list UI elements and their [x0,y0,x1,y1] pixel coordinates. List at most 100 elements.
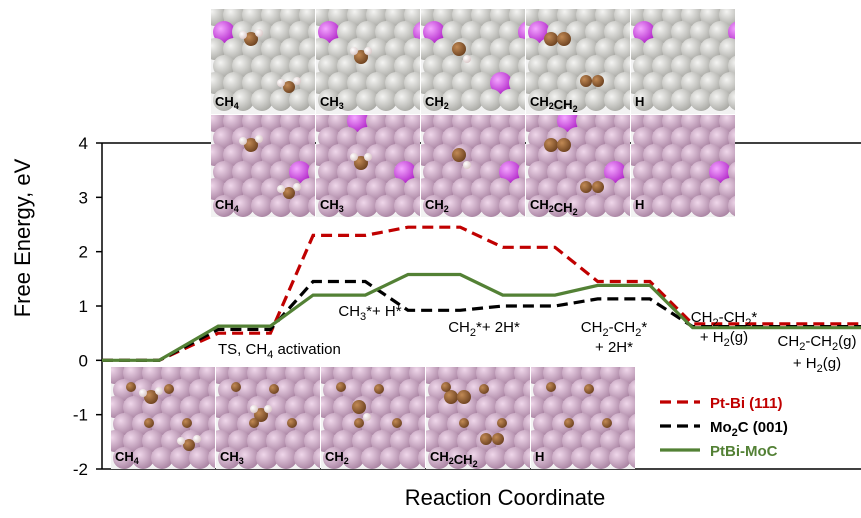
surface-atom [700,178,722,200]
adsorbate-atom [177,437,185,445]
surface-atom [652,195,674,217]
panel-label: CH4 [115,449,139,466]
surface-atom [623,195,630,217]
panel-bottom-0: CH4 [111,367,215,469]
surface-atom [413,89,420,111]
surface-atom [371,396,393,418]
surface-atom [211,178,226,200]
surface-atom [681,72,703,94]
surface-atom [313,447,320,469]
surface-atom [595,144,617,166]
adsorbate-atom [544,138,558,152]
surface-atom [328,178,350,200]
surface-atom [385,144,407,166]
surface-atom [681,178,703,200]
surface-atom [728,127,735,149]
surface-atom [652,21,674,43]
surface-atom [499,21,521,43]
surface-atom [461,127,483,149]
surface-atom [270,89,292,111]
adsorbate-atom [255,135,263,143]
y-axis-label: Free Energy, eV [10,158,35,317]
surface-atom [213,55,235,77]
surface-atom [480,127,502,149]
surface-atom [531,430,546,452]
panel-top-4: H [631,9,735,114]
surface-atom [528,195,550,217]
surface-atom [316,144,331,166]
surface-atom [356,89,378,111]
adsorbate-atom [564,418,574,428]
adsorbate-atom [193,435,201,443]
surface-atom [499,195,521,217]
surface-atom [631,144,646,166]
surface-atom [480,55,502,77]
surface-atom [614,144,630,166]
adsorbate-atom [364,47,372,55]
surface-atom [413,127,420,149]
surface-atom [547,161,569,183]
annotation-ch2ch2-c1: CH2-CH2(g) [778,333,857,353]
surface-atom [223,178,245,200]
surface-atom [421,72,436,94]
panel-bottom-1: CH3 [216,367,320,469]
surface-atom [213,89,235,111]
surface-atom [366,178,388,200]
surface-atom [299,144,315,166]
surface-atom [690,161,712,183]
adsorbate-atom [557,32,571,46]
surface-atom [543,430,565,452]
surface-atom [671,127,693,149]
surface-atom [304,430,320,452]
surface-atom [557,178,579,200]
x-axis-label: Reaction Coordinate [405,485,606,510]
surface-atom [216,396,231,418]
surface-atom [318,21,340,43]
y-tick-label: 0 [79,351,88,370]
surface-atom [285,396,307,418]
surface-atom [347,72,369,94]
surface-atom [595,38,617,60]
adsorbate-atom [287,418,297,428]
surface-atom [170,379,192,401]
surface-atom [652,55,674,77]
adsorbate-atom [126,382,136,392]
surface-atom [528,55,550,77]
adsorbate-atom [374,384,384,394]
surface-atom [404,38,420,60]
surface-atom [581,430,603,452]
surface-atom [342,447,364,469]
surface-atom [423,21,445,43]
adsorbate-atom [602,418,612,428]
surface-atom [213,127,235,149]
surface-atom [385,72,407,94]
adsorbate-atom [457,390,471,404]
adsorbate-atom [277,185,285,193]
surface-atom [523,379,530,401]
series-line-mo2c-001- [102,279,861,362]
surface-atom [394,195,416,217]
surface-atom [151,447,173,469]
surface-atom [375,127,397,149]
adsorbate-atom [139,389,147,397]
surface-atom [471,72,493,94]
surface-atom [442,195,464,217]
surface-atom [509,38,525,60]
surface-atom [328,144,350,166]
surface-atom [476,396,498,418]
surface-atom [700,38,722,60]
surface-atom [466,447,488,469]
adsorbate-atom [144,390,158,404]
adsorbate-atom [452,148,466,162]
surface-atom [270,127,292,149]
adsorbate-atom [155,387,163,395]
surface-atom [399,413,421,435]
surface-atom [180,396,202,418]
panel-bottom-4: H [531,367,635,469]
surface-atom [394,21,416,43]
surface-atom [504,413,526,435]
adsorbate-atom [363,413,371,421]
surface-atom [390,396,412,418]
surface-atom [700,72,722,94]
